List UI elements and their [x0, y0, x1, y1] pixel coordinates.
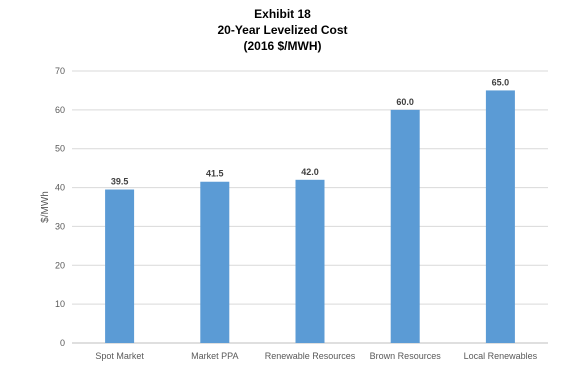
y-tick-label: 30 [55, 221, 65, 231]
y-axis-title: $/MWh [40, 191, 51, 223]
y-tick-label: 10 [55, 299, 65, 309]
bar [200, 181, 230, 343]
bar [485, 90, 515, 343]
y-tick-label: 0 [60, 338, 65, 348]
chart-title-block: Exhibit 18 20-Year Levelized Cost (2016 … [0, 6, 565, 54]
x-tick-label: Renewable Resources [265, 351, 356, 361]
y-tick-label: 70 [55, 66, 65, 76]
data-label: 60.0 [396, 97, 414, 107]
bar [105, 189, 135, 343]
chart-subtitle-line-1: 20-Year Levelized Cost [217, 23, 348, 37]
chart-subtitle-line-2: (2016 $/MWH) [243, 39, 322, 53]
data-label: 42.0 [301, 167, 319, 177]
x-tick-label: Market PPA [191, 351, 238, 361]
x-tick-label: Spot Market [95, 351, 144, 361]
y-tick-label: 20 [55, 260, 65, 270]
y-tick-labels: 0 10 20 30 40 50 60 70 [55, 66, 65, 348]
data-label: 41.5 [206, 169, 224, 179]
bar [295, 179, 325, 343]
y-tick-label: 50 [55, 144, 65, 154]
y-tick-label: 40 [55, 183, 65, 193]
chart-title: Exhibit 18 [254, 7, 311, 21]
bar [390, 109, 420, 343]
y-tick-label: 60 [55, 105, 65, 115]
x-tick-label: Local Renewables [464, 351, 538, 361]
data-labels: 39.5 41.5 42.0 60.0 65.0 [111, 77, 509, 186]
x-tick-label: Brown Resources [370, 351, 442, 361]
bars [105, 90, 515, 343]
data-label: 39.5 [111, 177, 129, 187]
x-tick-labels: Spot Market Market PPA Renewable Resources… [95, 351, 537, 361]
data-label: 65.0 [492, 77, 510, 87]
